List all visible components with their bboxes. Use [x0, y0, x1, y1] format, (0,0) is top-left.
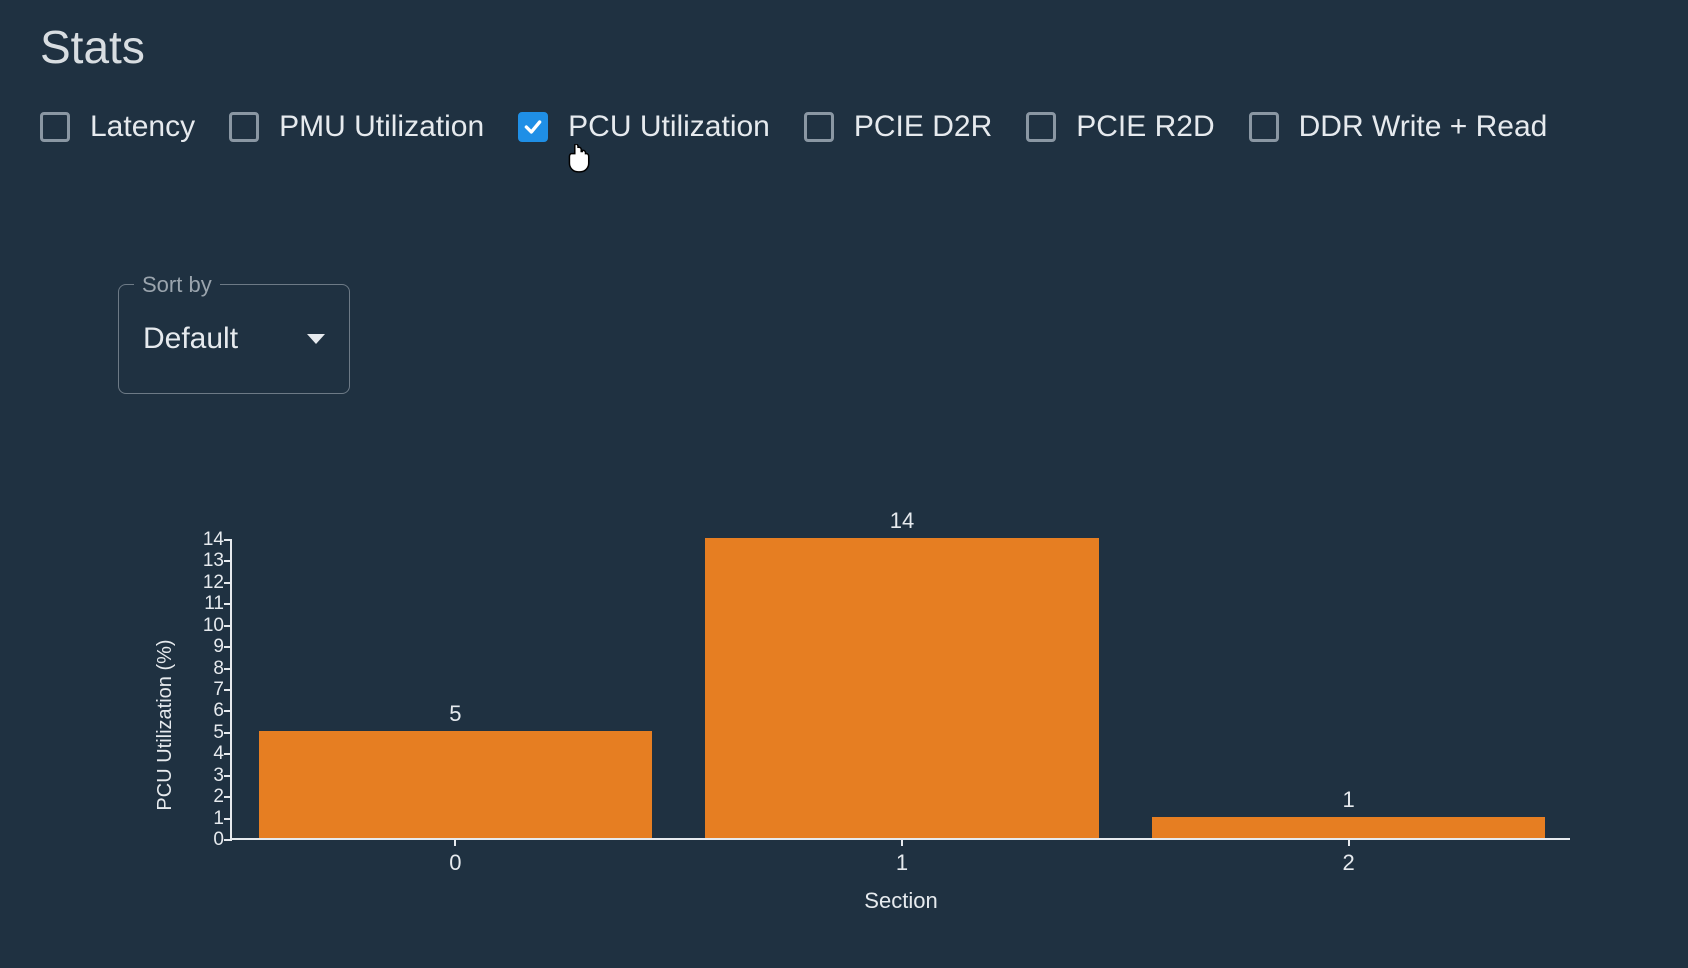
- y-tick-mark: [224, 582, 232, 584]
- y-tick-label: 10: [184, 615, 224, 637]
- checkbox-item: DDR Write + Read: [1249, 110, 1548, 144]
- checkbox-pmu-utilization[interactable]: [229, 112, 259, 142]
- checkbox-item: PMU Utilization: [229, 110, 484, 144]
- y-tick-label: 6: [184, 700, 224, 722]
- y-tick-mark: [224, 753, 232, 755]
- y-tick-label: 13: [184, 550, 224, 572]
- checkbox-pcu-utilization[interactable]: [518, 112, 548, 142]
- page-title: Stats: [40, 20, 1648, 74]
- x-tick-mark: [901, 838, 903, 846]
- y-tick-mark: [224, 796, 232, 798]
- y-tick-label: 5: [184, 722, 224, 744]
- sort-by-value: Default: [143, 322, 238, 356]
- bar-value-label: 14: [705, 508, 1098, 534]
- checkbox-item: PCIE D2R: [804, 110, 992, 144]
- y-tick-mark: [224, 818, 232, 820]
- y-tick-mark: [224, 625, 232, 627]
- y-tick-mark: [224, 668, 232, 670]
- y-tick-label: 4: [184, 743, 224, 765]
- y-tick-mark: [224, 646, 232, 648]
- checkbox-label: PCU Utilization: [568, 110, 770, 144]
- checkbox-label: Latency: [90, 110, 195, 144]
- checkbox-item: PCU Utilization: [518, 110, 770, 144]
- checkbox-label: PCIE R2D: [1076, 110, 1214, 144]
- sort-by-select[interactable]: Default: [118, 284, 350, 394]
- y-tick-mark: [224, 689, 232, 691]
- checkbox-item: PCIE R2D: [1026, 110, 1214, 144]
- y-tick-label: 7: [184, 679, 224, 701]
- chevron-down-icon: [307, 334, 325, 344]
- y-tick-mark: [224, 775, 232, 777]
- bar-value-label: 1: [1152, 787, 1545, 813]
- y-tick-mark: [224, 710, 232, 712]
- bar[interactable]: [705, 538, 1098, 838]
- sort-by-label: Sort by: [134, 272, 220, 298]
- x-tick-mark: [454, 838, 456, 846]
- y-tick-mark: [224, 603, 232, 605]
- sort-by-field: Sort by Default: [118, 284, 350, 394]
- y-tick-label: 0: [184, 829, 224, 851]
- y-tick-label: 1: [184, 808, 224, 830]
- checkbox-label: PCIE D2R: [854, 110, 992, 144]
- y-tick-mark: [224, 539, 232, 541]
- chart-plot-area: Section 012345678910111213145014112: [230, 540, 1570, 840]
- checkbox-ddr-write-read[interactable]: [1249, 112, 1279, 142]
- x-tick-mark: [1348, 838, 1350, 846]
- y-tick-label: 14: [184, 529, 224, 551]
- pcu-utilization-chart: PCU Utilization (%) Section 012345678910…: [200, 530, 1570, 920]
- checkbox-latency[interactable]: [40, 112, 70, 142]
- y-tick-label: 12: [184, 572, 224, 594]
- y-tick-label: 11: [184, 593, 224, 615]
- y-tick-mark: [224, 560, 232, 562]
- checkbox-label: PMU Utilization: [279, 110, 484, 144]
- bar[interactable]: [1152, 817, 1545, 838]
- y-tick-label: 9: [184, 636, 224, 658]
- y-axis-label: PCU Utilization (%): [154, 639, 177, 810]
- checkbox-pcie-d2r[interactable]: [804, 112, 834, 142]
- checkbox-label: DDR Write + Read: [1299, 110, 1548, 144]
- bar[interactable]: [259, 731, 652, 838]
- cursor-pointer-icon: [565, 144, 591, 174]
- checkbox-pcie-r2d[interactable]: [1026, 112, 1056, 142]
- stats-checkbox-row: Latency PMU Utilization PCU Utilization PCI…: [40, 110, 1648, 144]
- y-tick-label: 8: [184, 658, 224, 680]
- y-tick-label: 3: [184, 765, 224, 787]
- checkbox-item: Latency: [40, 110, 195, 144]
- bar-value-label: 5: [259, 701, 652, 727]
- y-tick-mark: [224, 732, 232, 734]
- y-tick-mark: [224, 839, 232, 841]
- y-tick-label: 2: [184, 786, 224, 808]
